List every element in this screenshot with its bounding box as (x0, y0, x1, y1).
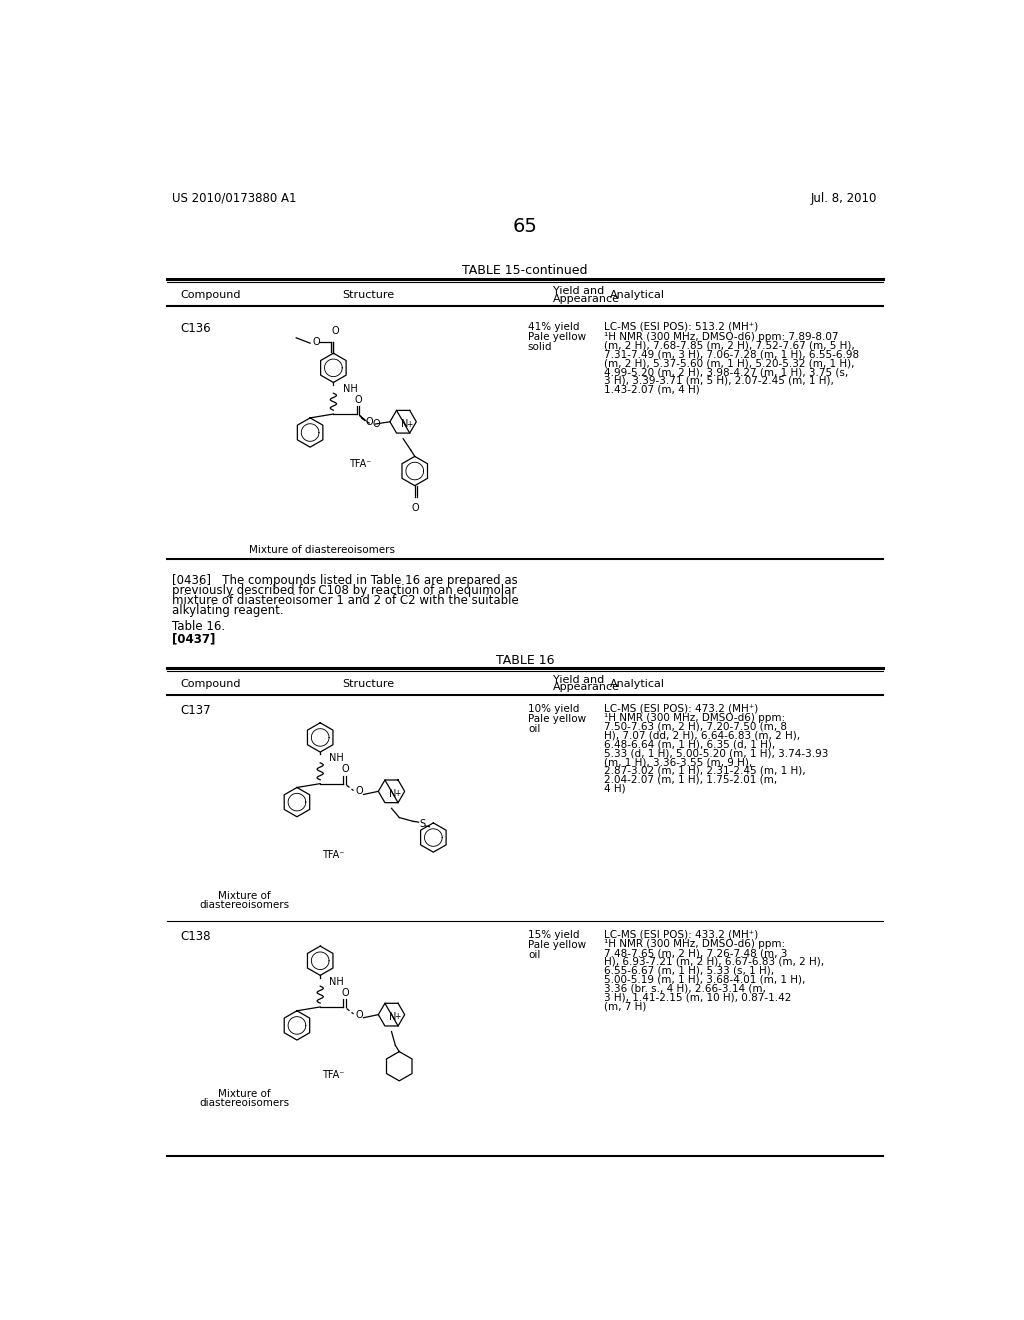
Text: oil: oil (528, 723, 541, 734)
Text: 7.48-7.65 (m, 2 H), 7.26-7.48 (m, 3: 7.48-7.65 (m, 2 H), 7.26-7.48 (m, 3 (604, 948, 787, 958)
Text: Mixture of: Mixture of (218, 891, 270, 902)
Text: ¹H NMR (300 MHz, DMSO-d6) ppm: 7.89-8.07: ¹H NMR (300 MHz, DMSO-d6) ppm: 7.89-8.07 (604, 331, 839, 342)
Text: +: + (394, 1012, 400, 1022)
Text: TABLE 16: TABLE 16 (496, 653, 554, 667)
Text: Yield and: Yield and (553, 675, 604, 685)
Text: Compound: Compound (180, 678, 242, 689)
Text: alkylating reagent.: alkylating reagent. (172, 605, 284, 618)
Text: 7.50-7.63 (m, 2 H), 7.20-7.50 (m, 8: 7.50-7.63 (m, 2 H), 7.20-7.50 (m, 8 (604, 722, 786, 731)
Text: (m, 2 H), 5.37-5.60 (m, 1 H), 5.20-5.32 (m, 1 H),: (m, 2 H), 5.37-5.60 (m, 1 H), 5.20-5.32 … (604, 358, 854, 368)
Text: 5.33 (d, 1 H), 5.00-5.20 (m, 1 H), 3.74-3.93: 5.33 (d, 1 H), 5.00-5.20 (m, 1 H), 3.74-… (604, 748, 828, 758)
Text: 15% yield: 15% yield (528, 929, 580, 940)
Text: 4.99-5.20 (m, 2 H), 3.98-4.27 (m, 1 H), 3.75 (s,: 4.99-5.20 (m, 2 H), 3.98-4.27 (m, 1 H), … (604, 367, 848, 378)
Text: Analytical: Analytical (610, 289, 665, 300)
Text: 4 H): 4 H) (604, 784, 626, 793)
Text: Jul. 8, 2010: Jul. 8, 2010 (811, 191, 878, 205)
Text: solid: solid (528, 342, 552, 351)
Text: C136: C136 (180, 322, 211, 335)
Text: 6.55-6.67 (m, 1 H), 5.33 (s, 1 H),: 6.55-6.67 (m, 1 H), 5.33 (s, 1 H), (604, 966, 774, 975)
Text: oil: oil (528, 950, 541, 960)
Text: N: N (401, 418, 409, 429)
Text: Mixture of diastereoisomers: Mixture of diastereoisomers (249, 545, 394, 554)
Text: N: N (389, 1012, 396, 1022)
Text: 10% yield: 10% yield (528, 704, 580, 714)
Text: NH: NH (330, 977, 344, 986)
Text: O: O (366, 417, 374, 426)
Text: C138: C138 (180, 929, 211, 942)
Text: Appearance: Appearance (553, 293, 620, 304)
Text: 3.36 (br. s., 4 H), 2.66-3.14 (m,: 3.36 (br. s., 4 H), 2.66-3.14 (m, (604, 983, 766, 994)
Text: Analytical: Analytical (610, 678, 665, 689)
Text: 65: 65 (512, 216, 538, 236)
Text: Pale yellow: Pale yellow (528, 940, 586, 950)
Text: 2.87-3.02 (m, 1 H), 2.31-2.45 (m, 1 H),: 2.87-3.02 (m, 1 H), 2.31-2.45 (m, 1 H), (604, 766, 806, 776)
Text: previously described for C108 by reaction of an equimolar: previously described for C108 by reactio… (172, 585, 516, 597)
Text: +: + (407, 420, 413, 429)
Text: diastereoisomers: diastereoisomers (200, 1098, 290, 1109)
Text: O: O (312, 337, 321, 347)
Text: 6.48-6.64 (m, 1 H), 6.35 (d, 1 H),: 6.48-6.64 (m, 1 H), 6.35 (d, 1 H), (604, 739, 775, 750)
Text: LC-MS (ESI POS): 433.2 (MH⁺): LC-MS (ESI POS): 433.2 (MH⁺) (604, 929, 758, 940)
Text: O: O (341, 764, 349, 775)
Text: (m, 1 H), 3.36-3.55 (m, 9 H),: (m, 1 H), 3.36-3.55 (m, 9 H), (604, 758, 752, 767)
Text: 41% yield: 41% yield (528, 322, 580, 331)
Text: TFA⁻: TFA⁻ (349, 459, 372, 469)
Text: TABLE 15-continued: TABLE 15-continued (462, 264, 588, 277)
Text: LC-MS (ESI POS): 513.2 (MH⁺): LC-MS (ESI POS): 513.2 (MH⁺) (604, 322, 758, 331)
Text: TFA⁻: TFA⁻ (322, 850, 344, 861)
Text: (m, 7 H): (m, 7 H) (604, 1001, 646, 1011)
Text: diastereoisomers: diastereoisomers (200, 900, 290, 911)
Text: NH: NH (343, 384, 357, 393)
Text: LC-MS (ESI POS): 473.2 (MH⁺): LC-MS (ESI POS): 473.2 (MH⁺) (604, 704, 758, 714)
Text: Mixture of: Mixture of (218, 1089, 270, 1100)
Text: O: O (354, 395, 362, 405)
Text: TFA⁻: TFA⁻ (322, 1069, 344, 1080)
Text: Pale yellow: Pale yellow (528, 714, 586, 723)
Text: 7.31-7.49 (m, 3 H), 7.06-7.28 (m, 1 H), 6.55-6.98: 7.31-7.49 (m, 3 H), 7.06-7.28 (m, 1 H), … (604, 350, 859, 359)
Text: 3 H), 3.39-3.71 (m, 5 H), 2.07-2.45 (m, 1 H),: 3 H), 3.39-3.71 (m, 5 H), 2.07-2.45 (m, … (604, 376, 834, 385)
Text: Compound: Compound (180, 289, 242, 300)
Text: 2.04-2.07 (m, 1 H), 1.75-2.01 (m,: 2.04-2.07 (m, 1 H), 1.75-2.01 (m, (604, 775, 777, 785)
Text: Structure: Structure (342, 678, 394, 689)
Text: ¹H NMR (300 MHz, DMSO-d6) ppm:: ¹H NMR (300 MHz, DMSO-d6) ppm: (604, 940, 785, 949)
Text: O: O (412, 503, 420, 512)
Text: H), 6.93-7.21 (m, 2 H), 6.67-6.83 (m, 2 H),: H), 6.93-7.21 (m, 2 H), 6.67-6.83 (m, 2 … (604, 957, 824, 966)
Text: O: O (355, 787, 362, 796)
Text: Pale yellow: Pale yellow (528, 331, 586, 342)
Text: [0437]: [0437] (172, 632, 215, 645)
Text: O: O (341, 987, 349, 998)
Text: mixture of diastereoisomer 1 and 2 of C2 with the suitable: mixture of diastereoisomer 1 and 2 of C2… (172, 594, 519, 607)
Text: O: O (372, 418, 380, 429)
Text: 3 H), 1.41-2.15 (m, 10 H), 0.87-1.42: 3 H), 1.41-2.15 (m, 10 H), 0.87-1.42 (604, 993, 792, 1002)
Text: O: O (355, 1010, 362, 1019)
Text: H), 7.07 (dd, 2 H), 6.64-6.83 (m, 2 H),: H), 7.07 (dd, 2 H), 6.64-6.83 (m, 2 H), (604, 730, 800, 741)
Text: S: S (420, 818, 426, 829)
Text: Appearance: Appearance (553, 682, 620, 693)
Text: +: + (394, 789, 400, 799)
Text: NH: NH (330, 754, 344, 763)
Text: Yield and: Yield and (553, 286, 604, 296)
Text: 5.00-5.19 (m, 1 H), 3.68-4.01 (m, 1 H),: 5.00-5.19 (m, 1 H), 3.68-4.01 (m, 1 H), (604, 974, 805, 985)
Text: ¹H NMR (300 MHz, DMSO-d6) ppm:: ¹H NMR (300 MHz, DMSO-d6) ppm: (604, 713, 785, 723)
Text: N: N (389, 788, 396, 799)
Text: Table 16.: Table 16. (172, 620, 225, 634)
Text: 1.43-2.07 (m, 4 H): 1.43-2.07 (m, 4 H) (604, 385, 699, 395)
Text: C137: C137 (180, 704, 211, 717)
Text: O: O (331, 326, 339, 337)
Text: Structure: Structure (342, 289, 394, 300)
Text: US 2010/0173880 A1: US 2010/0173880 A1 (172, 191, 297, 205)
Text: [0436]   The compounds listed in Table 16 are prepared as: [0436] The compounds listed in Table 16 … (172, 574, 518, 587)
Text: (m, 2 H), 7.68-7.85 (m, 2 H), 7.52-7.67 (m, 5 H),: (m, 2 H), 7.68-7.85 (m, 2 H), 7.52-7.67 … (604, 341, 855, 351)
